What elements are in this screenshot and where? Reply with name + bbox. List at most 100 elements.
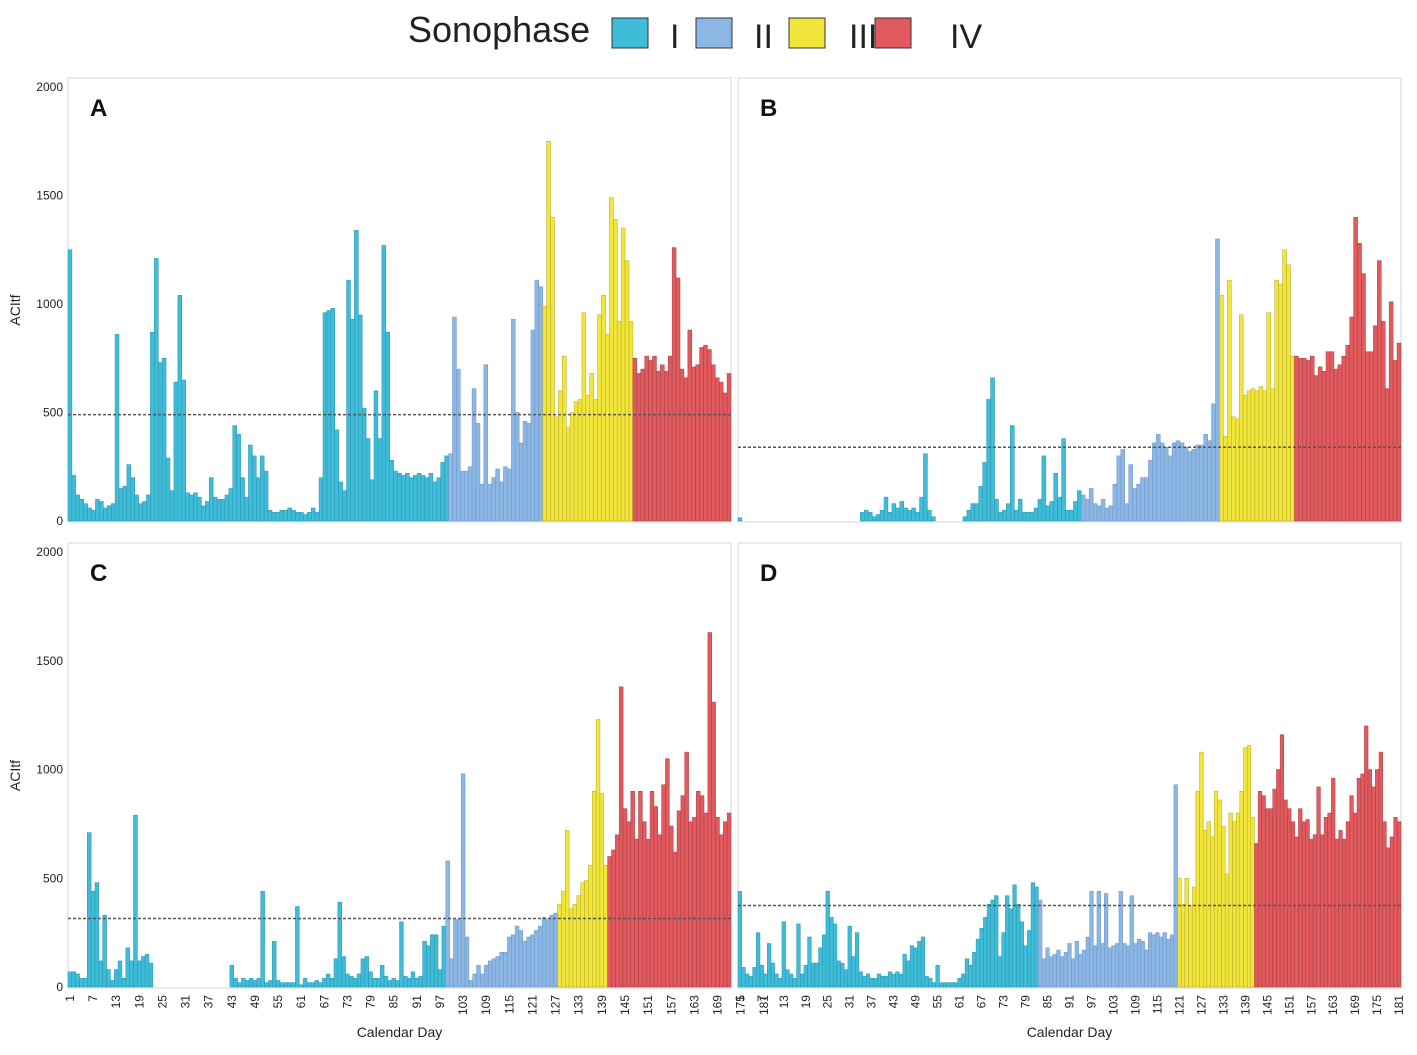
bar-day-135 <box>584 880 589 988</box>
bar-day-129 <box>569 412 575 522</box>
bar-day-37 <box>879 509 885 522</box>
bar-day-44 <box>233 978 238 988</box>
bar-day-36 <box>865 973 871 988</box>
bar-day-38 <box>883 496 889 522</box>
bar-day-75 <box>358 314 363 522</box>
bar-day-29 <box>840 962 845 988</box>
bar-day-60 <box>299 512 304 522</box>
bar-day-98 <box>448 453 453 522</box>
bar-day-109 <box>491 477 496 522</box>
bar-day-111 <box>499 481 504 522</box>
bar-day-144 <box>618 686 624 988</box>
bar-day-85 <box>1045 947 1050 988</box>
x-tick-label: 73 <box>997 995 1011 1009</box>
bar-day-73 <box>1021 512 1027 522</box>
bar-day-158 <box>1357 242 1362 522</box>
bar-day-157 <box>1309 838 1314 988</box>
bar-day-79 <box>1023 945 1028 988</box>
bar-day-162 <box>1327 812 1332 988</box>
bar-day-116 <box>511 934 516 988</box>
panel-B: B <box>737 77 1402 523</box>
bar-day-107 <box>483 364 489 522</box>
bar-day-58 <box>946 982 951 988</box>
bar-day-180 <box>1393 817 1398 988</box>
legend-swatch-IV <box>874 17 912 49</box>
bar-day-151 <box>1287 808 1292 988</box>
bar-day-120 <box>1173 784 1178 988</box>
bar-day-122 <box>542 305 547 522</box>
bar-day-92 <box>1096 505 1102 522</box>
bar-day-75 <box>352 978 358 988</box>
bar-day-117 <box>514 925 520 988</box>
bar-day-163 <box>1377 260 1382 522</box>
x-tick-label: 145 <box>1260 995 1274 1015</box>
bar-day-110 <box>1137 938 1142 988</box>
bar-day-156 <box>675 277 681 522</box>
x-tick-label: 1 <box>63 995 77 1002</box>
bar-day-9 <box>98 960 103 988</box>
bar-day-63 <box>306 982 312 988</box>
bar-day-140 <box>613 219 618 522</box>
bar-day-101 <box>1132 488 1137 522</box>
bar-day-72 <box>997 956 1002 988</box>
bar-day-101 <box>460 470 465 522</box>
bar-day-72 <box>341 956 346 988</box>
bar-day-56 <box>283 509 288 522</box>
bar-day-167 <box>1345 821 1350 988</box>
x-tick-label: 49 <box>248 995 262 1009</box>
bar-day-97 <box>444 455 449 522</box>
bar-day-71 <box>342 490 347 522</box>
bar-day-72 <box>346 279 351 522</box>
bar-day-102 <box>463 470 469 522</box>
bar-day-144 <box>628 321 634 522</box>
bar-day-103 <box>1111 945 1116 988</box>
bar-day-61 <box>957 978 962 988</box>
bar-day-128 <box>565 427 571 522</box>
bar-day-146 <box>636 373 642 522</box>
bar-day-166 <box>1342 838 1347 988</box>
x-tick-label: 79 <box>364 995 378 1009</box>
bar-day-144 <box>1261 795 1266 988</box>
bar-day-97 <box>437 969 443 988</box>
bar-day-118 <box>1166 938 1171 988</box>
bar-day-79 <box>1045 505 1051 522</box>
bar-day-51 <box>260 891 265 988</box>
bar-day-3 <box>75 494 81 522</box>
bar-day-101 <box>1104 893 1109 988</box>
bar-day-127 <box>1199 751 1204 988</box>
legend-label-IV: IV <box>950 18 982 56</box>
bar-day-31 <box>847 925 852 988</box>
bar-day-60 <box>953 982 959 988</box>
bar-day-25 <box>161 358 167 522</box>
bar-day-26 <box>165 457 171 522</box>
bar-day-160 <box>680 795 685 988</box>
bar-day-75 <box>1029 512 1035 522</box>
bar-day-49 <box>913 947 918 988</box>
bar-day-21 <box>146 494 151 522</box>
bar-day-5 <box>83 503 88 522</box>
bar-day-49 <box>252 980 258 988</box>
bar-day-139 <box>1282 249 1287 522</box>
bar-day-72 <box>1017 499 1023 522</box>
bar-day-42 <box>899 501 904 522</box>
bar-day-100 <box>456 368 461 522</box>
bar-day-163 <box>692 817 697 988</box>
bar-day-77 <box>1016 904 1021 988</box>
bar-day-15 <box>789 973 794 988</box>
bar-day-109 <box>484 965 489 988</box>
bar-day-43 <box>229 965 234 988</box>
bar-day-77 <box>360 958 366 988</box>
y-tick-label: 1500 <box>36 189 63 203</box>
bar-day-44 <box>895 971 900 988</box>
bar-day-106 <box>479 483 485 522</box>
bar-day-140 <box>603 864 608 988</box>
bar-day-97 <box>1089 891 1094 988</box>
bar-day-147 <box>630 791 635 988</box>
bar-day-124 <box>541 917 547 988</box>
bar-day-1 <box>67 971 73 988</box>
bar-day-87 <box>1052 954 1057 988</box>
bar-day-121 <box>530 934 535 988</box>
charts-svg: A 0 500 1000 1500 2000 ACItf B C 0 500 1000 1500 2000… <box>7 77 1406 1040</box>
bar-day-110 <box>1167 455 1173 522</box>
x-tick-label: 115 <box>1150 995 1164 1014</box>
